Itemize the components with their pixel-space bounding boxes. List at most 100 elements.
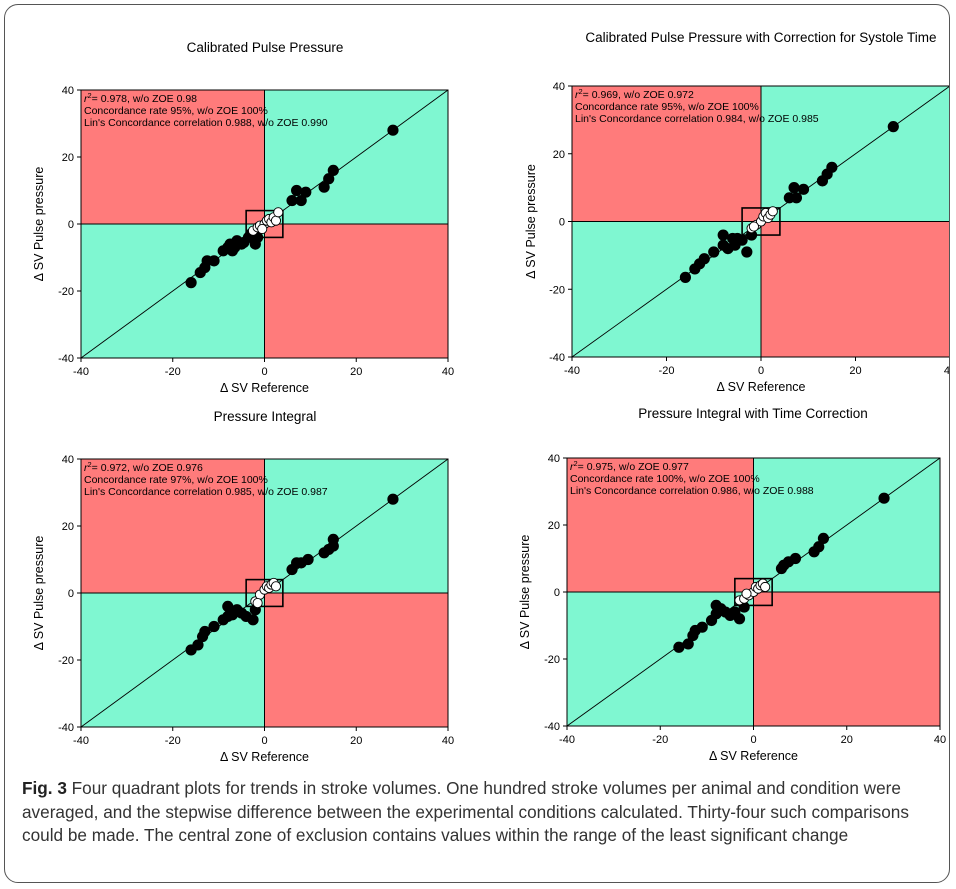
quadrant-upper-left — [81, 90, 265, 224]
x-tick-label: -20 — [659, 365, 675, 377]
x-tick-label: 0 — [750, 734, 756, 746]
x-tick-label: 40 — [934, 734, 946, 746]
data-point-open — [748, 221, 759, 232]
x-tick-label: 20 — [350, 735, 362, 747]
data-point-open — [273, 207, 284, 218]
data-point-filled — [789, 552, 802, 565]
data-point-filled — [736, 234, 748, 246]
data-point-open — [741, 588, 752, 599]
x-tick-label: -40 — [73, 735, 89, 747]
data-point-filled — [788, 182, 800, 194]
figure-caption: Fig. 3 Four quadrant plots for trends in… — [22, 777, 942, 848]
y-tick-label: -40 — [544, 721, 560, 733]
x-tick-label: 40 — [944, 365, 950, 377]
y-tick-label: 0 — [559, 217, 565, 229]
data-point-open — [270, 581, 282, 592]
data-point-filled — [717, 229, 729, 241]
data-point-filled — [741, 246, 753, 258]
x-tick-label: -40 — [564, 365, 580, 377]
y-tick-label: 0 — [68, 588, 74, 600]
concordance-rate-annotation: Concordance rate 97%, w/o ZOE 100% — [84, 474, 268, 486]
y-tick-label: -40 — [58, 353, 74, 365]
plot-panel-3: -40 -20 0 20 40 -40 -20 0 20 40 r2= 0.972, w/o ZOE… — [32, 409, 454, 764]
x-tick-label: 20 — [849, 365, 861, 377]
plot-title: Pressure Integral — [214, 409, 317, 424]
r-squared-annotation: r2= 0.972, w/o ZOE 0.976 — [84, 460, 203, 474]
y-axis-label: Δ SV Pulse pressure — [518, 535, 532, 650]
data-point-filled — [208, 620, 220, 633]
data-point-filled — [887, 121, 899, 133]
plot-panel-4: -40 -20 0 20 40 -40 -20 0 20 40 r2= 0.975, w/o ZOE… — [518, 406, 946, 763]
lin-concordance-annotation: Lin's Concordance correlation 0.988, w/o… — [84, 117, 328, 129]
lin-concordance-annotation: Lin's Concordance correlation 0.984, w/o… — [575, 113, 819, 125]
x-tick-label: -20 — [652, 734, 668, 746]
data-point-filled — [696, 621, 708, 633]
data-point-open — [270, 215, 282, 226]
exclusion-zone-box — [245, 209, 284, 239]
data-point-filled — [247, 614, 259, 626]
x-tick-label: 40 — [442, 735, 454, 747]
data-point-filled — [185, 277, 197, 289]
lin-concordance-annotation: Lin's Concordance correlation 0.985, w/o… — [84, 486, 328, 498]
y-axis-label: Δ SV Pulse pressure — [32, 167, 46, 282]
y-tick-label: 40 — [62, 454, 74, 466]
quadrant-plots: -40 -20 0 20 40 -40 -20 0 20 40 r2= 0.978, w/o ZOE… — [32, 30, 950, 764]
x-tick-label: -40 — [559, 734, 575, 746]
quadrant-upper-left — [572, 86, 761, 222]
data-point-filled — [708, 246, 720, 258]
data-point-filled — [878, 492, 890, 504]
x-tick-label: 20 — [350, 366, 362, 378]
y-tick-label: 0 — [68, 219, 74, 231]
x-axis-label: Δ SV Reference — [220, 750, 309, 764]
data-point-filled — [682, 638, 694, 650]
r-squared-annotation: r2= 0.978, w/o ZOE 0.98 — [84, 91, 197, 105]
r-squared-annotation: r2= 0.969, w/o ZOE 0.972 — [575, 87, 694, 101]
x-tick-label: -20 — [165, 735, 181, 747]
data-point-filled — [327, 164, 339, 176]
y-tick-label: 0 — [554, 587, 560, 599]
x-tick-label: -40 — [73, 366, 89, 378]
data-point-open — [257, 223, 268, 235]
data-point-filled — [733, 613, 746, 625]
quadrant-upper-left — [567, 458, 754, 592]
data-point-filled — [208, 255, 220, 267]
y-tick-label: -20 — [58, 655, 74, 667]
data-point-filled — [790, 192, 803, 204]
y-tick-label: 20 — [62, 521, 74, 533]
concordance-rate-annotation: Concordance rate 95%, w/o ZOE 100% — [84, 105, 268, 117]
data-point-filled — [302, 553, 314, 566]
data-point-open — [252, 598, 263, 609]
quadrant-lower-right — [264, 593, 448, 727]
exclusion-zone-box — [734, 577, 773, 607]
data-point-filled — [813, 541, 825, 553]
y-tick-label: -20 — [549, 284, 565, 296]
y-axis-label: Δ SV Pulse pressure — [32, 536, 46, 651]
data-point-filled — [387, 124, 399, 136]
exclusion-zone-box — [741, 207, 781, 236]
x-axis-label: Δ SV Reference — [220, 381, 309, 395]
data-point-filled — [327, 540, 339, 552]
y-tick-label: 20 — [62, 152, 74, 164]
quadrant-lower-right — [753, 592, 940, 726]
y-tick-label: -40 — [58, 722, 74, 734]
lin-concordance-annotation: Lin's Concordance correlation 0.986, w/o… — [570, 485, 814, 497]
y-tick-label: 40 — [553, 81, 565, 93]
r-squared-annotation: r2= 0.975, w/o ZOE 0.977 — [570, 459, 689, 473]
data-point-filled — [300, 186, 312, 198]
data-point-open — [767, 206, 778, 217]
x-tick-label: 0 — [261, 735, 267, 747]
quadrant-lower-right — [264, 224, 448, 358]
quadrant-upper-left — [81, 459, 265, 593]
data-point-filled — [679, 271, 692, 283]
x-tick-label: 20 — [841, 734, 853, 746]
concordance-rate-annotation: Concordance rate 100%, w/o ZOE 100% — [570, 473, 760, 485]
data-point-filled — [817, 532, 830, 545]
data-point-filled — [199, 625, 211, 638]
plot-title: Calibrated Pulse Pressure with Correctio… — [585, 30, 936, 45]
x-tick-label: 40 — [442, 366, 454, 378]
y-tick-label: 40 — [548, 453, 560, 465]
y-tick-label: 20 — [553, 149, 565, 161]
y-tick-label: -20 — [58, 286, 74, 298]
plot-panel-2: -40 -20 0 20 40 -40 -20 0 20 40 r2= 0.969, w/o ZOE… — [524, 30, 950, 394]
concordance-rate-annotation: Concordance rate 95%, w/o ZOE 100% — [575, 101, 759, 113]
